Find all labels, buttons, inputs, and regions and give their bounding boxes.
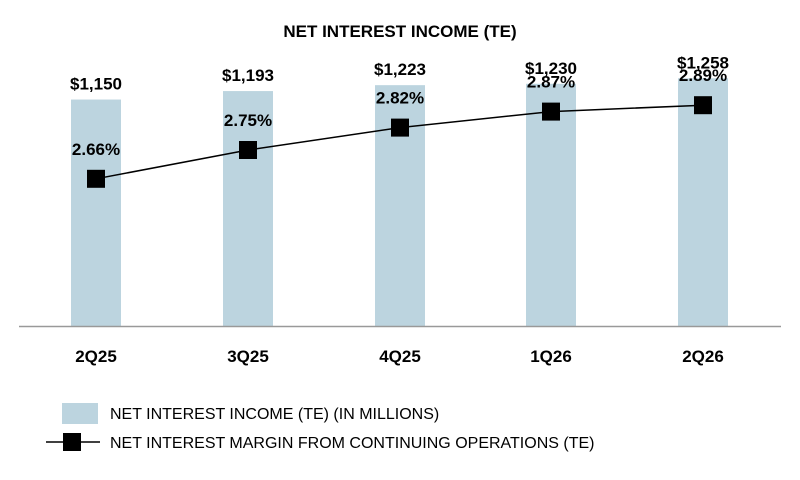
margin-value-label-2Q26: 2.89% <box>679 66 727 85</box>
bar-value-label-2Q25: $1,150 <box>70 75 122 94</box>
x-tick-label-3Q25: 3Q25 <box>227 347 269 366</box>
x-tick-label-2Q25: 2Q25 <box>75 347 117 366</box>
chart-title: NET INTEREST INCOME (TE) <box>283 22 516 41</box>
x-tick-label-4Q25: 4Q25 <box>379 347 421 366</box>
legend-label-line: NET INTEREST MARGIN FROM CONTINUING OPER… <box>110 435 594 452</box>
margin-point-4Q25 <box>391 118 409 137</box>
margin-value-label-1Q26: 2.87% <box>527 73 575 92</box>
legend-swatch-bar <box>62 403 98 424</box>
margin-point-2Q26 <box>694 96 712 115</box>
bar-1Q26 <box>526 83 576 327</box>
bar-value-label-4Q25: $1,223 <box>374 60 426 79</box>
margin-point-3Q25 <box>239 141 257 159</box>
x-tick-label-1Q26: 1Q26 <box>530 347 572 366</box>
margin-point-1Q26 <box>542 102 560 121</box>
margin-value-label-2Q25: 2.66% <box>72 140 120 159</box>
line-series: 2.66% 2.75% 2.82% 2.87% 2.89% <box>72 66 727 188</box>
legend-label-bar: NET INTEREST INCOME (TE) (IN MILLIONS) <box>110 406 439 423</box>
margin-point-2Q25 <box>87 169 105 188</box>
bar-2Q26 <box>678 78 728 326</box>
bar-value-label-2Q26: $1,258 <box>677 53 729 72</box>
bar-value-label-3Q25: $1,193 <box>222 66 274 85</box>
legend-swatch-marker <box>63 433 81 451</box>
bar-3Q25 <box>223 91 273 326</box>
margin-value-label-3Q25: 2.75% <box>224 111 272 130</box>
bar-2Q25 <box>71 99 121 327</box>
x-tick-label-2Q26: 2Q26 <box>682 347 724 366</box>
x-axis-tick-labels: 2Q25 3Q25 4Q25 1Q26 2Q26 <box>75 347 724 366</box>
bar-value-label-1Q26: $1,230 <box>525 59 577 78</box>
margin-value-label-4Q25: 2.82% <box>376 89 424 108</box>
bar-series: $1,150 $1,193 $1,223 $1,230 $1,258 <box>70 53 729 327</box>
